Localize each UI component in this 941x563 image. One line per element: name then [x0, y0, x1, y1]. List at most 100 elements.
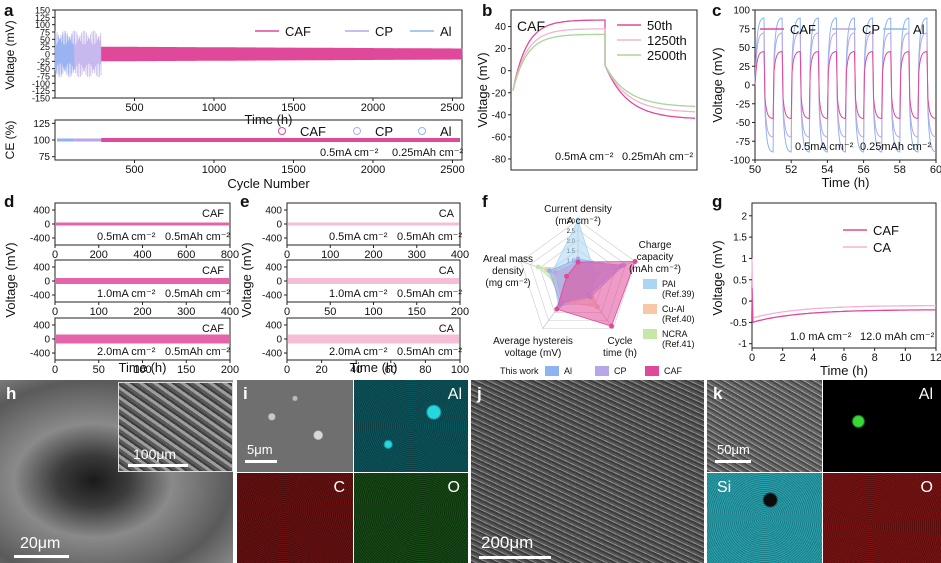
x-tick-label: 52	[785, 164, 797, 176]
y-tick-label: 75	[40, 28, 50, 38]
x-tick-label: 800	[221, 249, 239, 261]
radar-axis-label: Cycle	[607, 336, 632, 347]
chart-label-caf: CAF	[517, 18, 545, 34]
legend-cp-ce-swatch	[353, 127, 361, 135]
radar-axis-label: Current density	[544, 204, 612, 215]
series-al-line	[54, 33, 75, 75]
sem-image-i: 5μm	[237, 380, 353, 472]
y-tick-label: -60	[492, 132, 507, 143]
legend-caf-label: CAF	[873, 223, 899, 238]
radar-point	[535, 264, 541, 270]
eds-map-si-k: Si	[707, 473, 822, 563]
y-tick-label: -1	[738, 339, 747, 350]
eds-map-o-k: O	[823, 473, 941, 563]
y-tick-label: 0	[44, 335, 50, 346]
y-tick-label: 100	[35, 20, 50, 30]
radar-axis-label: time (h)	[603, 348, 637, 359]
radar-axis-label: Average hystereis	[493, 336, 573, 347]
legend-al-ce-label: Al	[440, 124, 452, 139]
legend-al-label: Al	[440, 24, 452, 39]
legend-cp-label: CP	[862, 22, 880, 37]
y-tick-label: 0	[276, 277, 282, 288]
annotation-capacity: 0.25mAh cm⁻²	[622, 151, 694, 163]
y-tick-label: 0	[44, 220, 50, 231]
y-tick-label: -150	[32, 94, 50, 104]
series-voltage-band	[56, 222, 229, 226]
x-tick-label: 100	[364, 306, 382, 318]
subplot-label: CA	[439, 323, 455, 335]
y-tick-label: -20	[492, 88, 507, 99]
annotation-current: 0.5mA cm⁻²	[555, 151, 614, 163]
sem-image-j: 200μm	[471, 380, 704, 563]
eds-label-al-i: Al	[447, 386, 462, 403]
legend-swatch-cp	[595, 366, 609, 376]
y-tick-label: 50	[739, 43, 751, 54]
x-tick-label: 1500	[281, 164, 305, 176]
x-tick-label: 600	[177, 249, 195, 261]
y-tick-label: 400	[33, 206, 50, 217]
y-tick-label: 100	[733, 6, 750, 17]
legend-caf-ce-swatch	[278, 127, 286, 135]
annotation-current: 1.0 mA cm⁻²	[790, 331, 852, 343]
y-axis-label: Voltage (mV)	[710, 47, 725, 122]
panel-letter-f: f	[482, 192, 488, 211]
annotation-capacity: 0.5mAh cm⁻²	[397, 346, 462, 358]
scale-label-i: 5μm	[247, 442, 273, 457]
y-tick-label: 0	[44, 277, 50, 288]
series-caf-line	[100, 46, 463, 62]
legend-ref-pai: (Ref.39)	[662, 289, 695, 299]
eds-label-c-i: C	[333, 479, 345, 496]
y-tick-label: 0	[500, 66, 506, 77]
x-tick-label: 60	[385, 364, 397, 376]
y-axis-label: Voltage (mV)	[475, 52, 490, 127]
y-tick-label: 50	[40, 35, 50, 45]
eds-map-al-i: Al	[354, 380, 468, 472]
annotation-current: 2.0mA cm⁻²	[329, 346, 388, 358]
annotation-capacity: 0.5mAh cm⁻²	[165, 231, 230, 243]
panel-a: a 1501251007550250-25-50-75-100-125-15050…	[3, 1, 465, 191]
scale-label-h: 20μm	[20, 535, 61, 552]
y-tick-label: 0	[45, 50, 50, 60]
y-tick-label: 75	[739, 24, 751, 35]
y-tick-label: -125	[32, 86, 50, 96]
x-tick-label: 0	[284, 306, 290, 318]
annotation-current: 1.0mA cm⁻²	[329, 288, 388, 300]
series-voltage-band	[288, 222, 459, 226]
y-tick-label: -400	[262, 291, 282, 302]
subplot-label: CAF	[202, 208, 224, 220]
y-tick-label: 25	[40, 42, 50, 52]
y-tick-label: 1.5	[733, 233, 747, 244]
x-tick-label: 500	[125, 164, 143, 176]
x-tick-label: 400	[451, 249, 469, 261]
radar-grid-ring	[530, 229, 626, 321]
x-tick-label: 0	[52, 249, 58, 261]
x-tick-label: 4	[810, 352, 816, 364]
y-tick-label: 100	[33, 136, 50, 147]
legend-ref-ncra: (Ref.41)	[662, 339, 695, 349]
y-tick-label: 0	[744, 81, 750, 92]
radar-axis-label: (mA cm⁻²)	[555, 216, 601, 227]
legend-swatch-ncra	[643, 329, 657, 339]
annotation-capacity: 0.25mAh cm⁻²	[392, 147, 464, 159]
y-tick-label: 400	[33, 321, 50, 332]
sem-image-h: 100μm 20μm	[0, 380, 233, 563]
series-caf-curve	[751, 288, 936, 324]
radar-tick-label: 2.5	[567, 229, 576, 235]
x-tick-label: 1500	[281, 102, 305, 114]
legend-label-caf: CAF	[664, 366, 683, 376]
y-tick-label: -400	[30, 234, 50, 245]
radar-point	[564, 273, 570, 279]
x-tick-label: 0	[284, 249, 290, 261]
radar-axis-label: (mg cm⁻²)	[485, 278, 530, 289]
y-tick-label: 40	[495, 22, 507, 33]
legend-label-cp: CP	[614, 366, 627, 376]
x-tick-label: 0	[52, 306, 58, 318]
y-axis-label: Voltage (mV)	[3, 242, 18, 317]
annotation-capacity: 0.5mAh cm⁻²	[165, 288, 230, 300]
x-tick-label: 500	[125, 102, 143, 114]
x-axis-label: Time (h)	[119, 360, 167, 375]
subplot-label: CA	[439, 208, 455, 220]
panel-letter-e: e	[240, 192, 249, 211]
eds-label-al-k: Al	[918, 386, 933, 403]
